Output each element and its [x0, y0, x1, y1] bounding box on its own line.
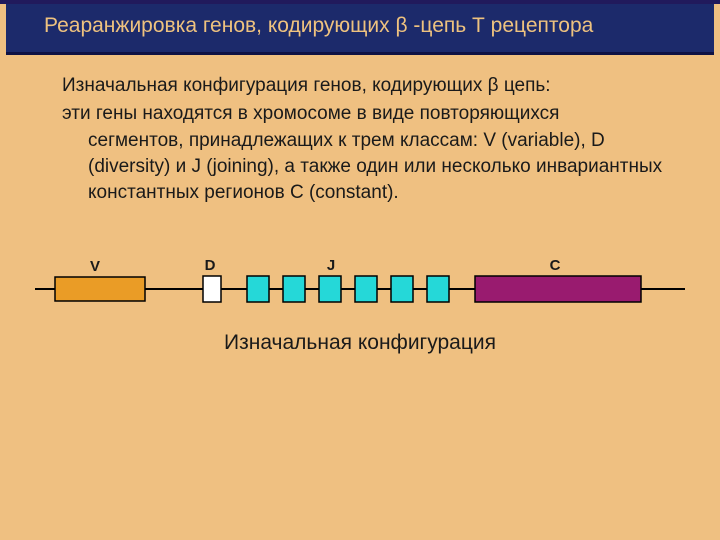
gene-segment — [247, 276, 269, 302]
slide-title: Реаранжировка генов, кодирующих β -цепь … — [6, 4, 714, 55]
gene-segment — [427, 276, 449, 302]
paragraph-3: сегментов, принадлежащих к трем классам:… — [62, 128, 676, 205]
paragraph-2: эти гены находятся в хромосоме в виде по… — [62, 101, 676, 127]
segment-label: J — [327, 257, 335, 274]
slide: Реаранжировка генов, кодирующих β -цепь … — [0, 4, 720, 540]
segment-label: D — [205, 257, 216, 274]
body-text: Изначальная конфигурация генов, кодирующ… — [0, 55, 720, 205]
gene-segment — [475, 276, 641, 302]
gene-segment — [355, 276, 377, 302]
gene-segment — [319, 276, 341, 302]
gene-diagram-svg: VDJC — [34, 247, 686, 317]
diagram-caption: Изначальная конфигурация — [34, 331, 686, 355]
segment-label: C — [550, 257, 561, 274]
gene-diagram: V D J C Изначальная конфигурация — [0, 247, 720, 355]
gene-segment — [283, 276, 305, 302]
gene-segment — [55, 277, 145, 301]
gene-segment — [203, 276, 221, 302]
paragraph-1: Изначальная конфигурация генов, кодирующ… — [62, 73, 676, 99]
gene-segment — [391, 276, 413, 302]
segment-label: V — [90, 258, 100, 275]
